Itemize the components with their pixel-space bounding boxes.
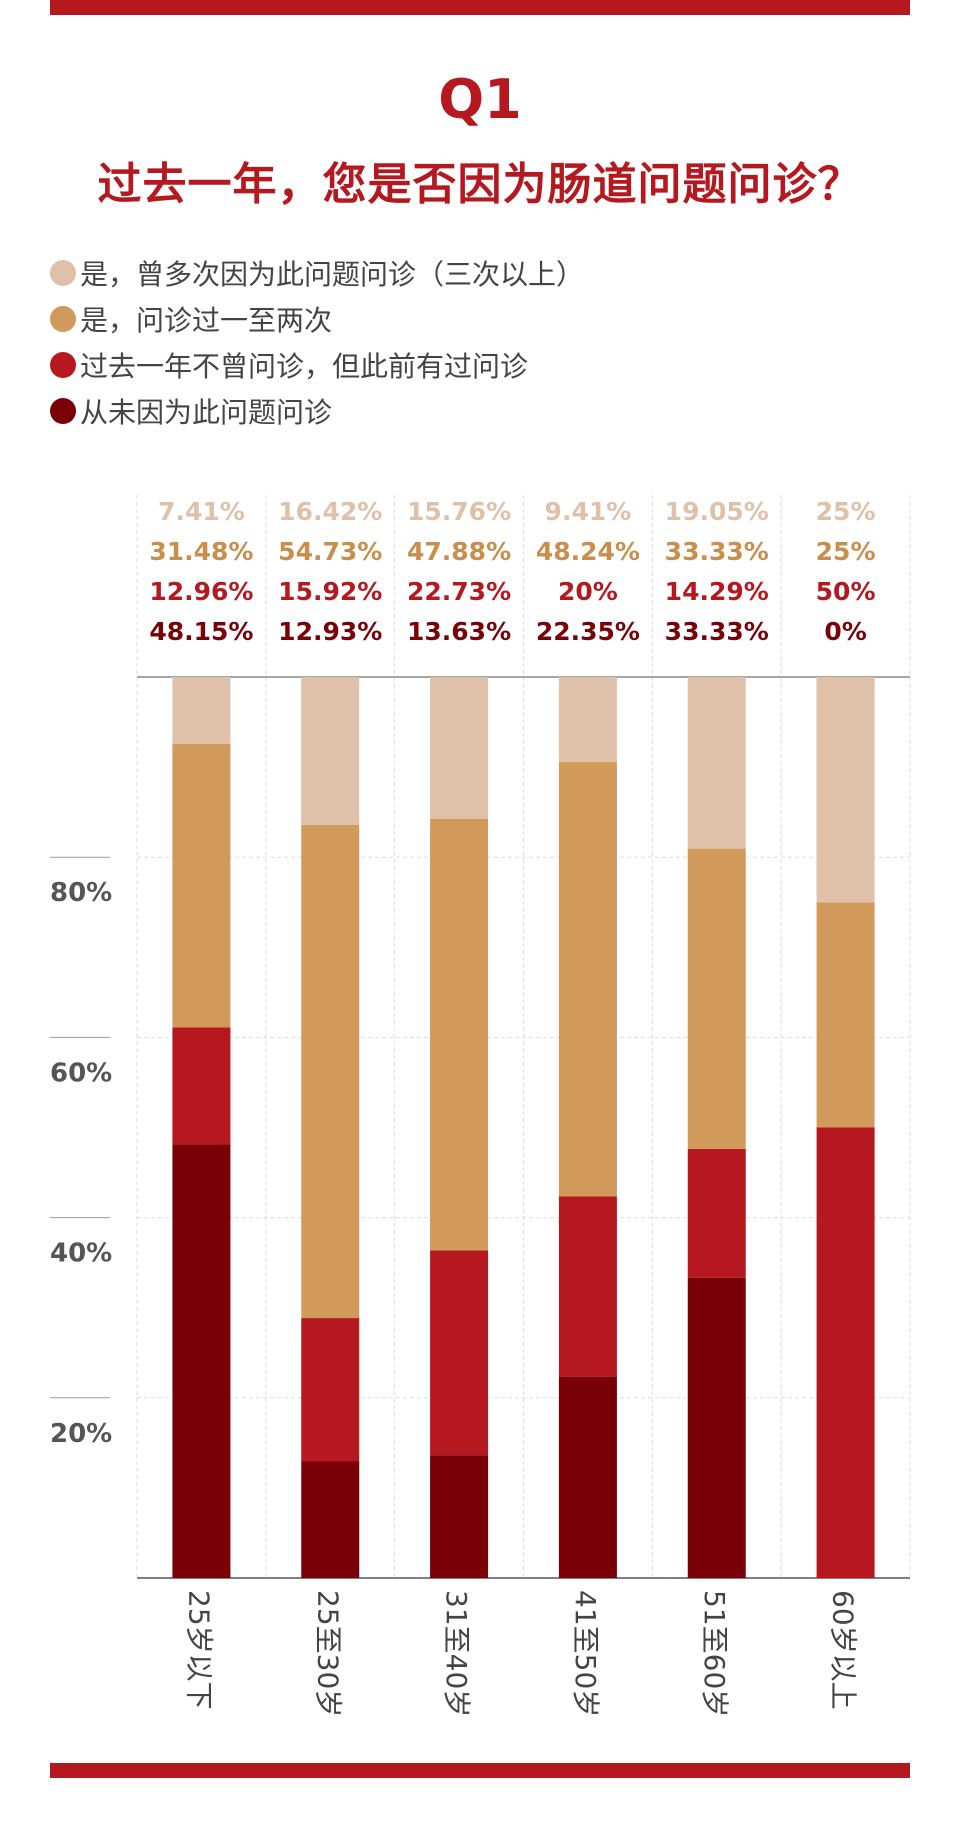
data-label: 33.33% <box>665 537 769 566</box>
x-tick-label: 25岁以下 <box>182 1590 215 1710</box>
top-accent-bar <box>50 0 910 15</box>
x-tick-label-group: 25至30岁 <box>311 1590 344 1717</box>
y-tick-label: 40% <box>50 1239 112 1269</box>
data-label: 15.76% <box>407 497 511 526</box>
legend-label: 过去一年不曾问诊，但此前有过问诊 <box>80 350 529 383</box>
bar-segment-3-0 <box>558 677 617 762</box>
data-label: 48.24% <box>536 537 640 566</box>
bar-segment-0-0 <box>172 677 231 744</box>
data-label: 13.63% <box>407 617 511 646</box>
x-tick-label-group: 60岁以上 <box>827 1590 860 1710</box>
x-tick-label: 25至30岁 <box>311 1590 344 1717</box>
legend-item-visited-before: 过去一年不曾问诊，但此前有过问诊 <box>50 342 584 388</box>
bar-segment-4-2 <box>687 1148 746 1278</box>
data-label: 16.42% <box>278 497 382 526</box>
bar-segment-0-3 <box>172 1144 231 1578</box>
question-title: 过去一年，您是否因为肠道问题问诊？ <box>97 159 863 210</box>
bar-segment-1-3 <box>301 1461 360 1578</box>
bar-segment-2-0 <box>430 677 489 819</box>
question-number: Q1 <box>438 68 522 131</box>
legend-item-one-two-visits: 是，问诊过一至两次 <box>50 296 584 342</box>
x-tick-label-group: 25岁以下 <box>182 1590 215 1710</box>
data-label: 9.41% <box>545 497 632 526</box>
x-tick-label-group: 41至50岁 <box>569 1590 602 1717</box>
bar-segment-5-0 <box>816 677 875 903</box>
bar-segment-4-3 <box>687 1277 746 1578</box>
bar-segment-2-2 <box>430 1250 489 1456</box>
bar-segment-1-2 <box>301 1318 360 1462</box>
data-label: 0% <box>824 617 866 646</box>
bar-segment-0-1 <box>172 743 231 1028</box>
legend-swatch <box>50 352 76 378</box>
x-tick-label: 31至40岁 <box>440 1590 473 1717</box>
data-label: 31.48% <box>149 537 253 566</box>
bar-segment-5-1 <box>816 902 875 1128</box>
data-label: 25% <box>816 497 876 526</box>
data-label: 20% <box>558 577 618 606</box>
data-label: 15.92% <box>278 577 382 606</box>
bar-segment-3-2 <box>558 1196 617 1377</box>
legend-label: 是，问诊过一至两次 <box>80 304 333 337</box>
x-tick-label: 51至60岁 <box>698 1590 731 1717</box>
data-label: 54.73% <box>278 537 382 566</box>
y-tick-label: 80% <box>50 878 112 908</box>
legend-swatch <box>50 306 76 332</box>
data-label: 12.96% <box>149 577 253 606</box>
data-label: 47.88% <box>407 537 511 566</box>
bar-segment-3-1 <box>558 761 617 1197</box>
legend-swatch <box>50 260 76 286</box>
bar-segment-5-2 <box>816 1127 875 1578</box>
data-label: 22.35% <box>536 617 640 646</box>
data-label: 7.41% <box>158 497 245 526</box>
legend-item-multiple-visits: 是，曾多次因为此问题问诊（三次以上） <box>50 250 584 296</box>
chart-legend: 是，曾多次因为此问题问诊（三次以上） 是，问诊过一至两次 过去一年不曾问诊，但此… <box>50 250 584 434</box>
data-label: 22.73% <box>407 577 511 606</box>
data-label: 48.15% <box>149 617 253 646</box>
y-tick-label: 20% <box>50 1419 112 1449</box>
x-tick-label: 60岁以上 <box>827 1590 860 1710</box>
data-label: 14.29% <box>665 577 769 606</box>
bar-segment-2-3 <box>430 1455 489 1578</box>
legend-item-never-visited: 从未因为此问题问诊 <box>50 388 584 434</box>
bar-segment-0-2 <box>172 1027 231 1145</box>
data-label: 50% <box>816 577 876 606</box>
x-tick-label-group: 51至60岁 <box>698 1590 731 1717</box>
x-tick-label-group: 31至40岁 <box>440 1590 473 1717</box>
data-label: 25% <box>816 537 876 566</box>
legend-swatch <box>50 398 76 424</box>
bar-segment-4-1 <box>687 848 746 1149</box>
bar-segment-1-0 <box>301 677 360 825</box>
bottom-accent-bar <box>50 1763 910 1778</box>
bar-segment-3-3 <box>558 1376 617 1578</box>
bar-segment-4-0 <box>687 677 746 849</box>
x-tick-label: 41至50岁 <box>569 1590 602 1717</box>
y-tick-label: 60% <box>50 1058 112 1088</box>
bar-segment-2-1 <box>430 818 489 1251</box>
data-label: 19.05% <box>665 497 769 526</box>
legend-label: 从未因为此问题问诊 <box>80 396 333 429</box>
data-label: 12.93% <box>278 617 382 646</box>
legend-label: 是，曾多次因为此问题问诊（三次以上） <box>80 258 585 291</box>
data-label: 33.33% <box>665 617 769 646</box>
bar-segment-1-1 <box>301 824 360 1319</box>
